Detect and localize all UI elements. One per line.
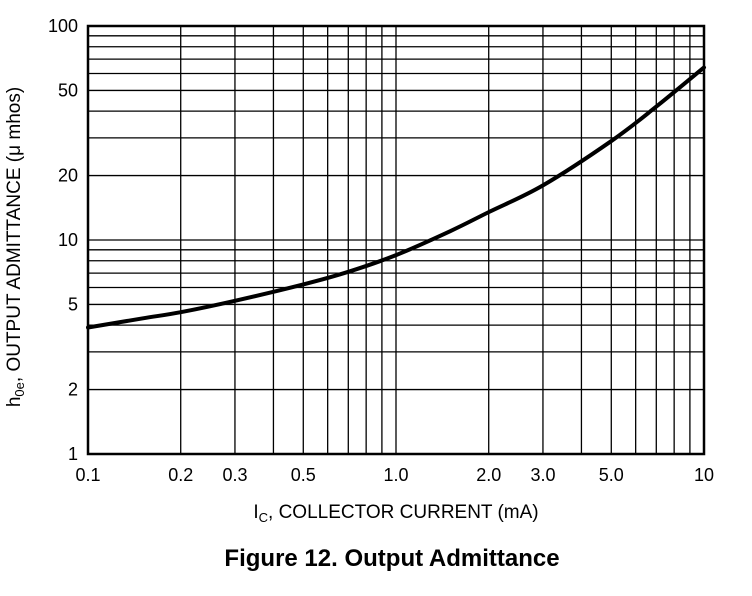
x-tick-label: 0.5 xyxy=(291,465,316,485)
y-axis-label-main: h xyxy=(4,397,25,408)
x-axis-label-sub: C xyxy=(259,510,268,525)
series-line xyxy=(86,65,706,330)
y-tick-label: 50 xyxy=(58,80,78,100)
y-tick-label: 1 xyxy=(68,444,78,464)
x-tick-label: 3.0 xyxy=(530,465,555,485)
x-tick-label: 0.2 xyxy=(168,465,193,485)
x-tick-label: 0.1 xyxy=(75,465,100,485)
x-axis-label-main: I xyxy=(253,502,258,523)
y-axis-label: h0e, OUTPUT ADMITTANCE (μ mhos) xyxy=(4,87,27,407)
chart-title: Figure 12. Output Admittance xyxy=(224,545,559,572)
x-tick-label: 5.0 xyxy=(599,465,624,485)
x-tick-label: 0.3 xyxy=(222,465,247,485)
y-tick-label: 20 xyxy=(58,166,78,186)
x-tick-label: 10 xyxy=(694,465,714,485)
plot-frame xyxy=(86,24,706,456)
y-axis-label-rest: , OUTPUT ADMITTANCE (μ mhos) xyxy=(4,87,25,382)
y-tick-label: 100 xyxy=(48,16,78,36)
y-tick-label: 2 xyxy=(68,380,78,400)
y-axis-label-sub: 0e xyxy=(12,382,27,396)
y-tick-label: 5 xyxy=(68,294,78,314)
grid-lines xyxy=(88,26,704,454)
x-axis-label-rest: , COLLECTOR CURRENT (mA) xyxy=(268,502,539,523)
x-axis-label: IC, COLLECTOR CURRENT (mA) xyxy=(253,502,538,525)
x-tick-label: 2.0 xyxy=(476,465,501,485)
y-tick-label: 10 xyxy=(58,230,78,250)
tick-labels: 0.1 0.2 0.3 0.5 1.0 2.0 3.0 5.0 10 100 50 20 10 5 2 1 xyxy=(48,16,714,485)
x-tick-label: 1.0 xyxy=(383,465,408,485)
